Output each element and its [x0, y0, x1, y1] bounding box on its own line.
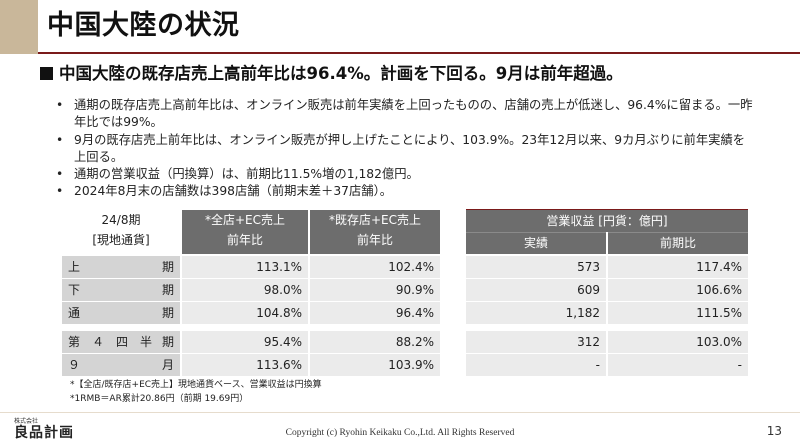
square-bullet-icon [40, 67, 53, 80]
row-label-right: 期 [161, 306, 174, 320]
row-label-right: 期 [161, 260, 174, 274]
table-cell: 312 [466, 331, 606, 353]
row-label: 通 期 [62, 302, 180, 324]
logo-small-text: 株式会社 [14, 418, 39, 425]
table-cell: 102.4% [310, 256, 440, 278]
revenue-header-label: 営業収益 [円貨：億円] [546, 214, 668, 228]
page-title: 中国大陸の状況 [47, 10, 240, 41]
revenue-header: 営業収益 [円貨：億円] [466, 210, 748, 232]
table-cell: 106.6% [608, 279, 748, 301]
row-label-right: 月 [161, 358, 174, 372]
column-header-yoy: 前期比 [608, 232, 748, 254]
row-label-right: 期 [161, 283, 174, 297]
row-label-left: 通 [68, 306, 81, 320]
headline-text: 中国大陸の既存店売上高前年比は96.4%。計画を下回る。9月は前年超過。 [59, 64, 623, 83]
table-cell: 103.0% [608, 331, 748, 353]
bullet-item: 通期の既存店売上高前年比は、オンライン販売は前年実績を上回ったものの、店舗の売上… [54, 97, 754, 132]
table-cell: 95.4% [182, 331, 308, 353]
row-label-right: 期 [161, 335, 174, 349]
table-cell: 573 [466, 256, 606, 278]
table-cell: 111.5% [608, 302, 748, 324]
table-cell: 88.2% [310, 331, 440, 353]
table-row: 1,182 111.5% [466, 302, 748, 324]
row-label-left: ９ [68, 358, 81, 372]
headline: 中国大陸の既存店売上高前年比は96.4%。計画を下回る。9月は前年超過。 [40, 62, 623, 86]
title-bar: 中国大陸の状況 [0, 0, 800, 54]
bullet-list: 通期の既存店売上高前年比は、オンライン販売は前年実績を上回ったものの、店舗の売上… [54, 97, 754, 201]
table-cell: 90.9% [310, 279, 440, 301]
row-label: 下 期 [62, 279, 180, 301]
column-header-all-stores: *全店+EC売上 前年比 [182, 210, 308, 254]
table-cell: - [466, 354, 606, 376]
page-number: 13 [766, 424, 782, 438]
table-cell: - [608, 354, 748, 376]
table-row: 通 期 104.8% 96.4% [62, 302, 440, 324]
row-label: ９ 月 [62, 354, 180, 376]
row-label: 上 期 [62, 256, 180, 278]
table-row: 下 期 98.0% 90.9% [62, 279, 440, 301]
footnote: *【全店/既存店+EC売上】現地通貨ベース、営業収益は円換算 [70, 380, 322, 390]
column-header-line: *全店+EC売上 [204, 213, 286, 227]
footnotes: *【全店/既存店+EC売上】現地通貨ベース、営業収益は円換算 *1RMB＝AR累… [70, 378, 322, 406]
table-row: 第 ４ 四 半 期 95.4% 88.2% [62, 331, 440, 353]
column-header-actual: 実績 [466, 232, 606, 254]
bullet-item: 通期の営業収益（円換算）は、前期比11.5%増の1,182億円。 [54, 166, 754, 184]
column-header-label: 実績 [523, 236, 548, 250]
table-cell: 104.8% [182, 302, 308, 324]
column-header-line: 前年比 [226, 233, 263, 247]
row-label-left: 第 ４ 四 半 [68, 335, 153, 349]
row-label-left: 上 [68, 260, 81, 274]
period-label: 24/8期 [101, 213, 141, 227]
table-cell: 117.4% [608, 256, 748, 278]
column-header-existing-stores: *既存店+EC売上 前年比 [310, 210, 440, 254]
table-row: 312 103.0% [466, 331, 748, 353]
table-row: ９ 月 113.6% 103.9% [62, 354, 440, 376]
table-row: 573 117.4% [466, 256, 748, 278]
column-header-label: 前期比 [659, 236, 696, 250]
logo-main-text: 良品計画 [14, 425, 74, 441]
company-logo: 株式会社 良品計画 [14, 418, 74, 441]
footer-divider [0, 412, 800, 413]
table-cell: 113.6% [182, 354, 308, 376]
table-cell: 609 [466, 279, 606, 301]
title-accent-block [0, 0, 38, 54]
table-corner-header: 24/8期 [現地通貨] [62, 210, 180, 254]
row-label: 第 ４ 四 半 期 [62, 331, 180, 353]
table-cell: 98.0% [182, 279, 308, 301]
copyright-text: Copyright (c) Ryohin Keikaku Co.,Ltd. Al… [285, 428, 515, 438]
title-underline [38, 52, 800, 54]
currency-label: [現地通貨] [92, 233, 150, 247]
column-header-line: 前年比 [356, 233, 393, 247]
column-header-line: *既存店+EC売上 [328, 213, 422, 227]
table-cell: 113.1% [182, 256, 308, 278]
bullet-item: 9月の既存店売上前年比は、オンライン販売が押し上げたことにより、103.9%。2… [54, 132, 754, 167]
footnote: *1RMB＝AR累計20.86円（前期 19.69円） [70, 394, 249, 404]
bullet-item: 2024年8月末の店舗数は398店舗（前期末差＋37店舗）。 [54, 183, 754, 201]
table-row: 609 106.6% [466, 279, 748, 301]
row-label-left: 下 [68, 283, 81, 297]
table-row: 上 期 113.1% 102.4% [62, 256, 440, 278]
table-cell: 103.9% [310, 354, 440, 376]
table-cell: 96.4% [310, 302, 440, 324]
table-row: - - [466, 354, 748, 376]
table-cell: 1,182 [466, 302, 606, 324]
